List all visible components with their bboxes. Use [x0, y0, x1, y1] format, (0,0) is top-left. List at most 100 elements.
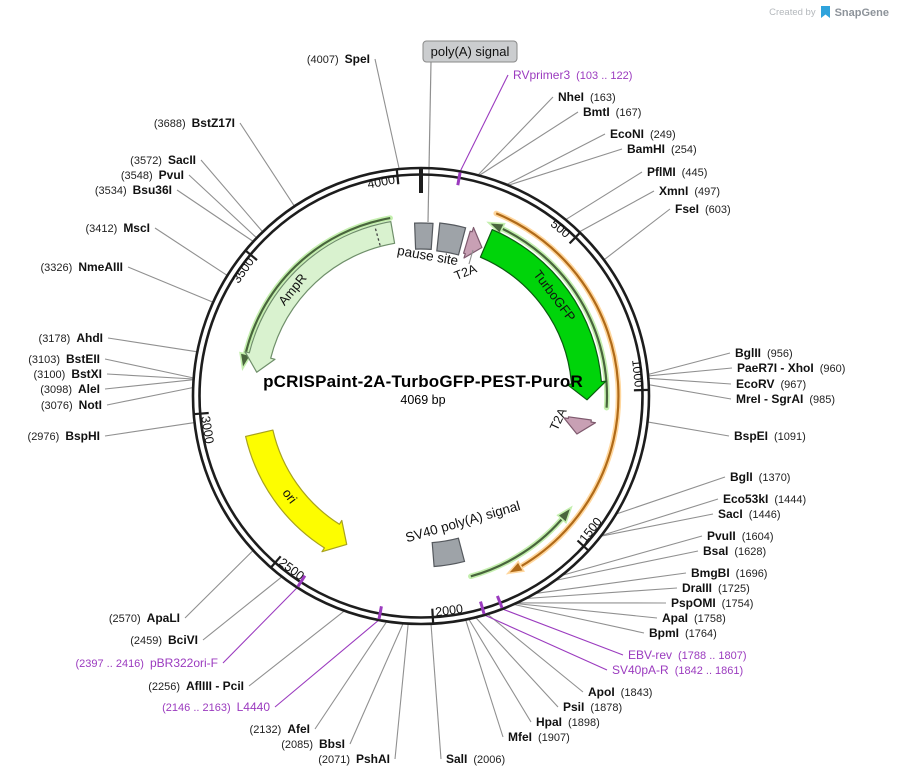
leader-pflmi — [565, 171, 643, 221]
primer-tick-ebv-rev — [496, 595, 504, 609]
leader-bcivi — [202, 576, 283, 641]
enzyme-label-bstz17i: (3688) BstZ17I — [154, 116, 235, 130]
enzyme-label-pvuii: PvuII (1604) — [707, 529, 773, 543]
tick-3000 — [193, 411, 209, 416]
leader-nhei — [477, 96, 554, 176]
feature-ampr-truncation — [374, 226, 381, 246]
feature-t2a-1 — [463, 226, 483, 259]
enzyme-label-bamhi: BamHI (254) — [627, 142, 697, 156]
primer-label-rvprimer3: RVprimer3 (103 .. 122) — [513, 68, 632, 82]
feature-orange-transcript — [495, 212, 620, 571]
leader-bsteii — [104, 358, 194, 379]
enzyme-label-bspei: BspEI (1091) — [734, 429, 806, 443]
enzyme-label-sali: SalI (2006) — [446, 752, 505, 766]
leader-psii — [475, 617, 559, 708]
enzyme-label-afliii-pcii: (2256) AflIII - PciI — [148, 679, 244, 693]
leader-bstz17i — [239, 122, 295, 207]
enzyme-label-pflmi: PflMI (445) — [647, 165, 707, 179]
primer-label-ebv-rev: EBV-rev (1788 .. 1807) — [628, 648, 747, 662]
feature-green-transcript-sv40 — [470, 513, 567, 578]
feature-turbogfp — [479, 229, 607, 401]
enzyme-label-ahdi: (3178) AhdI — [39, 331, 103, 345]
enzyme-label-saci: SacI (1446) — [718, 507, 780, 521]
leader-rvprimer3 — [459, 74, 509, 172]
feature-polya-signal-box — [413, 222, 434, 251]
tick-label-3500: 3500 — [229, 255, 256, 286]
enzyme-label-mfei: MfeI (1907) — [508, 730, 570, 744]
enzyme-label-bsai: BsaI (1628) — [703, 544, 766, 558]
leader-bglii — [647, 352, 731, 376]
leader-eco53ki — [601, 498, 719, 537]
enzyme-label-apoi: ApoI (1843) — [588, 685, 652, 699]
primer-tick-pbr322ori-f — [296, 574, 307, 588]
leader-spei — [374, 58, 400, 170]
leader-saci — [600, 513, 714, 537]
leader-l4440 — [274, 619, 380, 708]
enzyme-label-bmti: BmtI (167) — [583, 105, 641, 119]
enzyme-label-nhei: NheI (163) — [558, 90, 616, 104]
enzyme-label-bglii: BglII (956) — [735, 346, 793, 360]
leader-bmgbi — [534, 572, 687, 595]
enzyme-label-draiii: DraIII (1725) — [682, 581, 750, 595]
leader-apai — [515, 602, 658, 619]
tick-4000 — [395, 168, 400, 185]
enzyme-label-bsphi: (2976) BspHI — [28, 429, 100, 443]
leader-pvui — [188, 174, 258, 239]
enzyme-label-psii: PsiI (1878) — [563, 700, 622, 714]
feature-pause-site-box — [436, 222, 467, 256]
enzyme-label-xmni: XmnI (497) — [659, 184, 720, 198]
leader-bbsi — [349, 623, 404, 745]
leader-bstxi — [106, 373, 194, 380]
feature-green-transcript-gfp-arrowhead — [486, 221, 506, 235]
leader-bpmi — [513, 603, 645, 634]
tick-label-2000: 2000 — [434, 602, 463, 620]
leader-ebv-rev — [502, 608, 624, 656]
leader-alei — [104, 379, 194, 390]
tick-label-3000: 3000 — [198, 415, 216, 445]
leader-paer7i-xhoi — [648, 367, 733, 377]
leader-econi — [506, 133, 606, 186]
polya-signal-label-box — [422, 40, 518, 63]
leader-bsphi — [104, 422, 195, 437]
polya-signal-label: poly(A) signal — [431, 44, 510, 59]
tick-2000 — [431, 608, 435, 625]
leader-fsei — [603, 208, 671, 261]
leader-bmti — [478, 111, 579, 176]
enzyme-label-paer7i-xhoi: PaeR7I - XhoI (960) — [737, 361, 845, 375]
leader-apoi — [487, 613, 584, 693]
watermark: Created by SnapGene — [769, 6, 889, 19]
primer-label-pbr322ori-f: (2397 .. 2416) pBR322ori-F — [75, 656, 218, 670]
enzyme-label-apali: (2570) ApaLI — [109, 611, 180, 625]
tick-2500 — [269, 555, 282, 569]
leader-mrei-sgrai — [648, 384, 732, 400]
feature-t2a-2 — [563, 416, 597, 435]
leader-pbr322ori-f — [222, 587, 298, 664]
feature-green-transcript-ampr — [243, 217, 391, 361]
enzyme-label-nmeaiii: (3326) NmeAIII — [41, 260, 123, 274]
enzyme-label-bsu36i: (3534) Bsu36I — [95, 183, 172, 197]
tick-label-1000: 1000 — [629, 359, 646, 388]
enzyme-label-msci: (3412) MscI — [86, 221, 150, 235]
feature-ampr — [244, 221, 396, 373]
leader-sali — [430, 623, 442, 760]
leader-polya-signal — [427, 61, 432, 223]
enzyme-label-hpai: HpaI (1898) — [536, 715, 600, 729]
enzyme-label-ecorv: EcoRV (967) — [736, 377, 806, 391]
leader-ahdi — [107, 337, 198, 353]
enzyme-label-pshai: (2071) PshAI — [318, 752, 390, 766]
leader-ecorv — [648, 377, 732, 385]
feature-green-transcript-sv40-arrowhead — [556, 505, 573, 524]
tick-label-4000: 4000 — [366, 173, 396, 192]
tick-label-500: 500 — [548, 217, 573, 241]
leader-sacii — [200, 159, 264, 233]
leader-afei — [314, 621, 388, 730]
watermark-created-by: Created by — [769, 7, 816, 18]
primer-tick-sv40pa-r — [479, 601, 486, 615]
feature-orange-transcript-arrowhead — [505, 560, 525, 575]
enzyme-label-bcivi: (2459) BciVI — [130, 633, 198, 647]
tick-3500 — [244, 249, 258, 261]
primer-tick-rvprimer3 — [456, 172, 462, 186]
enzyme-label-apai: ApaI (1758) — [662, 611, 726, 625]
